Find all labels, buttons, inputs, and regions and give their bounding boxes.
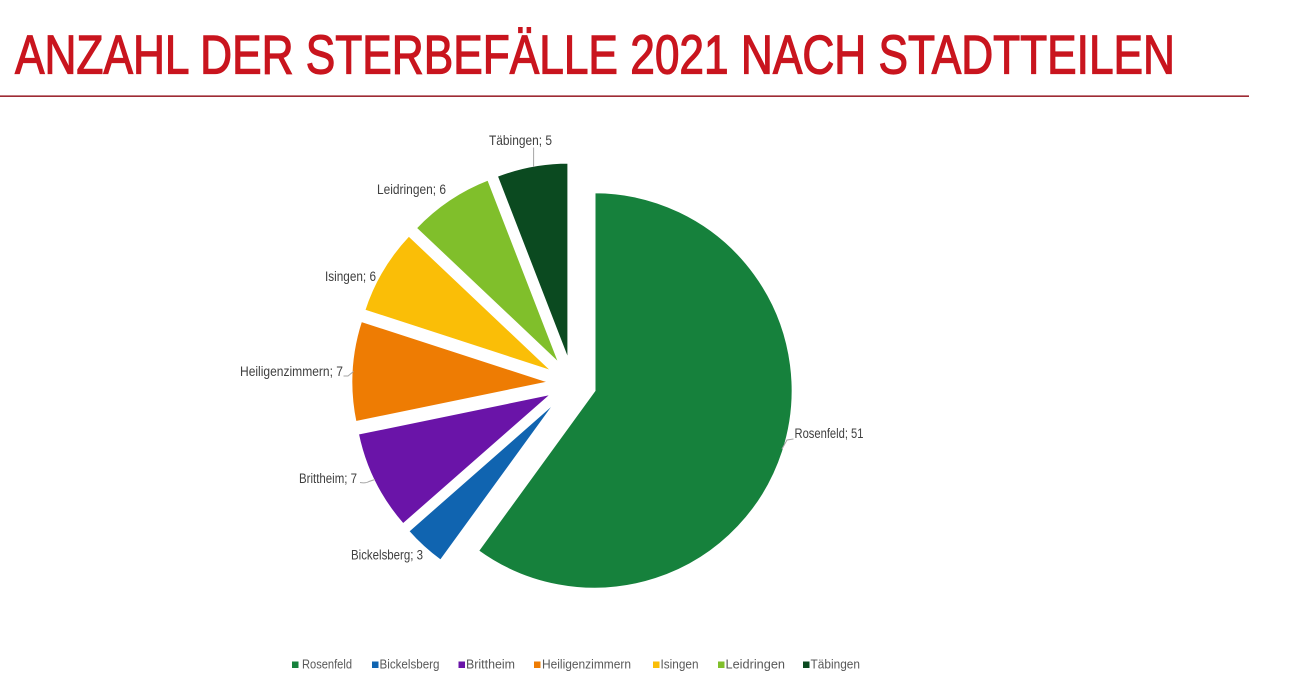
svg-text:Heiligenzimmern: Heiligenzimmern [542, 657, 631, 672]
svg-text:Rosenfeld; 51: Rosenfeld; 51 [795, 426, 864, 441]
svg-text:Leidringen; 6: Leidringen; 6 [377, 182, 446, 197]
svg-text:Brittheim; 7: Brittheim; 7 [299, 471, 357, 486]
svg-text:Isingen: Isingen [661, 657, 699, 672]
svg-text:Bickelsberg; 3: Bickelsberg; 3 [351, 548, 423, 563]
svg-text:Rosenfeld: Rosenfeld [302, 657, 352, 672]
svg-text:Täbingen: Täbingen [811, 657, 861, 672]
svg-text:Leidringen: Leidringen [726, 657, 786, 672]
svg-text:ANZAHL DER STERBEFÄLLE 2021 NA: ANZAHL DER STERBEFÄLLE 2021 NACH STADTTE… [15, 24, 1175, 86]
svg-text:Brittheim: Brittheim [466, 657, 515, 672]
svg-text:Isingen; 6: Isingen; 6 [325, 269, 376, 284]
svg-text:Täbingen; 5: Täbingen; 5 [489, 133, 552, 148]
svg-text:Heiligenzimmern; 7: Heiligenzimmern; 7 [240, 364, 343, 379]
svg-text:Bickelsberg: Bickelsberg [380, 657, 440, 672]
